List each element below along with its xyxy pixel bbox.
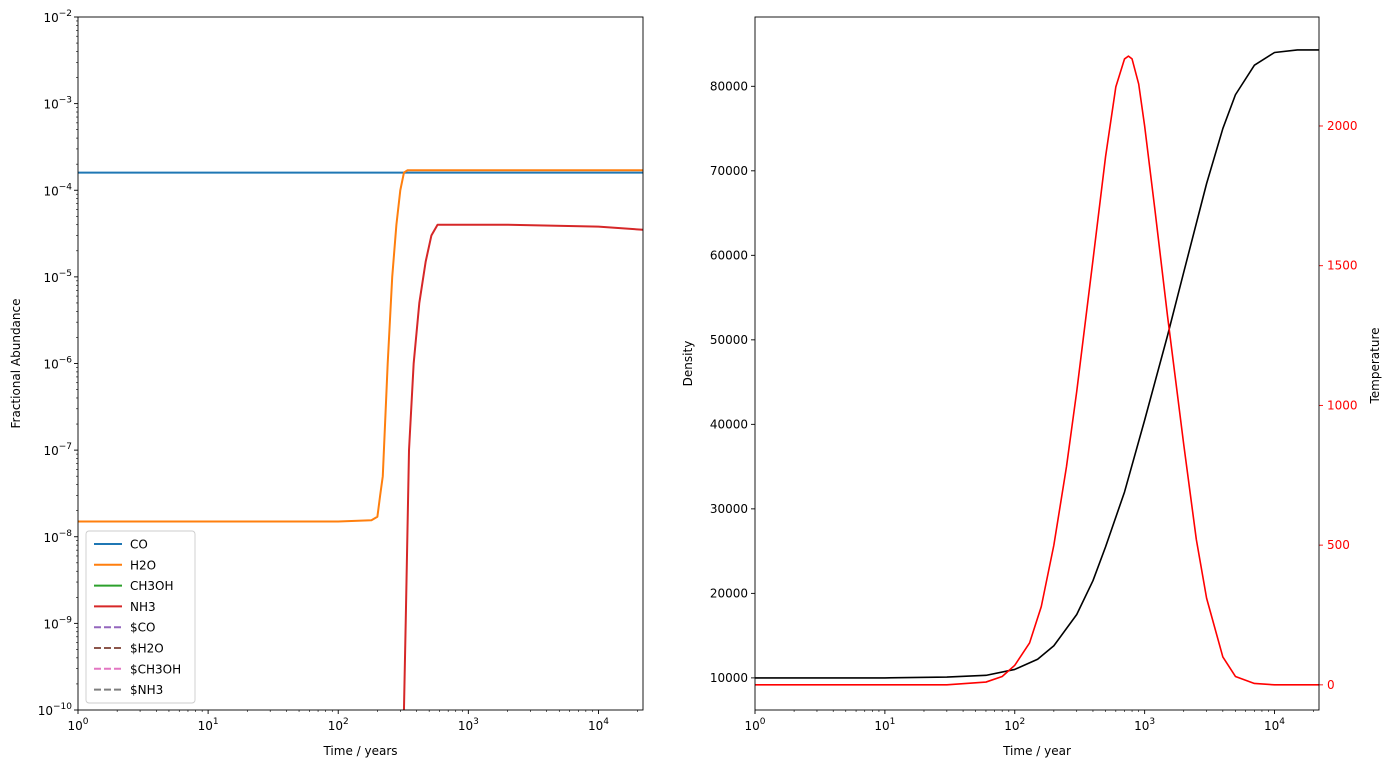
x-tick-label: 100 bbox=[67, 717, 88, 733]
y-left-tick-label: 20000 bbox=[710, 586, 748, 600]
y-left-tick-label: 60000 bbox=[710, 248, 748, 262]
abundance-chart: 100 101 102 103 104 10−10 10−9 10−8 10−7 10−6 10−5… bbox=[9, 9, 644, 758]
y-left-tick-label: 30000 bbox=[710, 502, 748, 516]
x-tick-label: 102 bbox=[328, 717, 349, 733]
y-tick-label: 10−6 bbox=[43, 356, 72, 372]
y-tick-label: 10−4 bbox=[43, 182, 72, 198]
y-tick-label: 10−2 bbox=[43, 9, 72, 25]
legend-box bbox=[85, 530, 196, 704]
y-tick-label: 10−3 bbox=[43, 96, 72, 112]
density-series bbox=[755, 49, 1319, 686]
y-left-tick-label: 80000 bbox=[710, 79, 748, 93]
y-left-tick-label: 40000 bbox=[710, 417, 748, 431]
y-tick-label: 10−10 bbox=[38, 702, 73, 718]
density-frame bbox=[754, 16, 1320, 711]
y-right-axis-label: Temperature bbox=[1368, 327, 1382, 404]
x-tick-label: 103 bbox=[1134, 717, 1155, 733]
series-line-h2o bbox=[78, 169, 643, 523]
legend-entry: CH3OH bbox=[130, 579, 174, 593]
y-right-tick-label: 1500 bbox=[1327, 259, 1358, 273]
y-left-tick-label: 70000 bbox=[710, 164, 748, 178]
y-right-tick-label: 2000 bbox=[1327, 119, 1358, 133]
legend-entry: CO bbox=[130, 538, 148, 552]
y-tick-label: 10−7 bbox=[43, 442, 72, 458]
x-tick-label: 101 bbox=[874, 717, 895, 733]
y-right-tick-label: 0 bbox=[1327, 678, 1335, 692]
x-axis-label: Time / years bbox=[322, 744, 397, 758]
x-tick-label: 104 bbox=[588, 717, 609, 733]
y-left-tick-label: 10000 bbox=[710, 671, 748, 685]
x-axis-label: Time / year bbox=[1002, 744, 1071, 758]
y-left-tick-label: 50000 bbox=[710, 333, 748, 347]
x-tick-label: 103 bbox=[458, 717, 479, 733]
legend-entry: $H2O bbox=[130, 642, 164, 656]
x-tick-label: 102 bbox=[1004, 717, 1025, 733]
y-right-tick-label: 500 bbox=[1327, 538, 1350, 552]
legend-entry: H2O bbox=[130, 558, 156, 572]
y-left-axis-label: Density bbox=[681, 341, 695, 387]
legend: CO H2O CH3OH NH3 $CO $H2O $CH3OH $NH3 bbox=[85, 530, 196, 704]
x-tick-label: 100 bbox=[744, 717, 765, 733]
legend-entry: $NH3 bbox=[130, 683, 163, 697]
y-tick-label: 10−5 bbox=[43, 269, 72, 285]
density-temperature-chart: 100 101 102 103 1041000020000300004000050000… bbox=[681, 16, 1382, 758]
temperature-line bbox=[755, 55, 1319, 686]
y-right-tick-label: 1000 bbox=[1327, 398, 1358, 412]
density-line bbox=[755, 49, 1319, 679]
y-tick-label: 10−9 bbox=[43, 615, 72, 631]
legend-entry: $CO bbox=[130, 621, 155, 635]
x-tick-label: 104 bbox=[1264, 717, 1285, 733]
series-line-nh3 bbox=[402, 223, 643, 710]
x-tick-label: 101 bbox=[198, 717, 219, 733]
abundance-series bbox=[78, 169, 643, 710]
legend-entry: NH3 bbox=[130, 600, 156, 614]
y-axis-label: Fractional Abundance bbox=[9, 299, 23, 429]
y-tick-label: 10−8 bbox=[43, 529, 72, 545]
legend-entry: $CH3OH bbox=[130, 662, 181, 676]
abundance-frame bbox=[77, 16, 644, 711]
